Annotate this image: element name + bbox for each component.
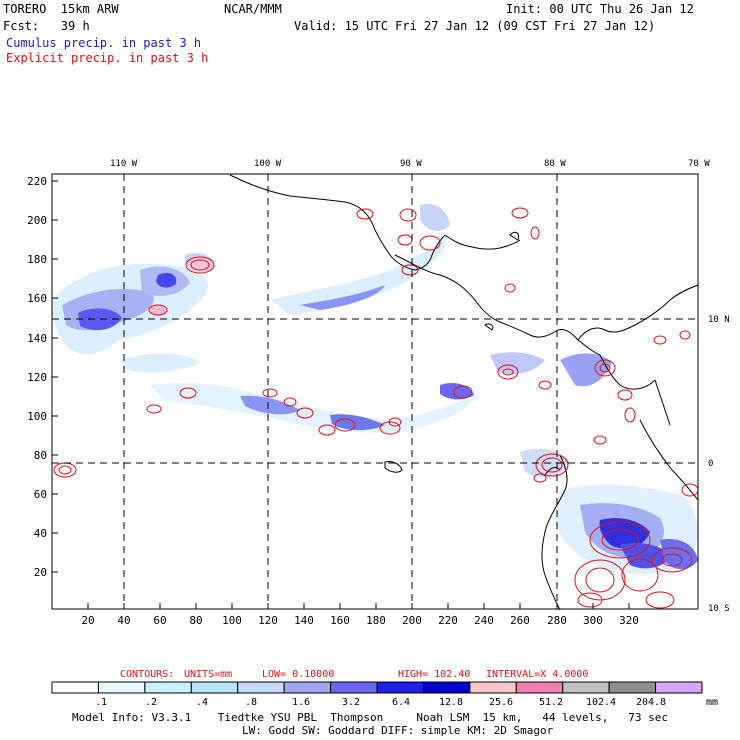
contour-units: UNITS=mm — [184, 669, 232, 680]
colorbar-label: 51.2 — [539, 697, 563, 708]
init-time: Init: 00 UTC Thu 26 Jan 12 — [506, 2, 694, 16]
colorbar-cell — [237, 681, 285, 694]
y-label: 140 — [27, 332, 47, 345]
forecast-hour: Fcst: 39 h — [3, 19, 90, 33]
model-info-line1: Model Info: V3.3.1 Tiedtke YSU PBL Thomp… — [72, 711, 669, 724]
lon-label: 80 W — [544, 159, 566, 169]
y-label: 220 — [27, 175, 47, 188]
colorbar-label: 204.8 — [636, 697, 666, 708]
graticule — [52, 174, 698, 609]
model-info-line2: LW: Godd SW: Goddard DIFF: simple KM: 2D… — [242, 724, 554, 737]
colorbar-cell — [97, 681, 146, 694]
colorbar-cell — [655, 681, 703, 694]
colorbar-label: .4 — [196, 697, 208, 708]
colorbar-cell — [469, 681, 517, 694]
x-label: 160 — [330, 614, 350, 627]
x-label: 180 — [366, 614, 386, 627]
y-label: 160 — [27, 292, 47, 305]
colorbar: .1 .2 .4 .8 1.6 3.2 6.4 12.8 25.6 51.2 1… — [51, 681, 718, 708]
colorbar-cell — [608, 681, 657, 694]
y-label: 60 — [34, 488, 47, 501]
valid-time: Valid: 15 UTC Fri 27 Jan 12 (09 CST Fri … — [294, 19, 656, 33]
y-label: 80 — [34, 449, 47, 462]
colorbar-cell — [562, 681, 610, 694]
colorbar-cell — [376, 681, 424, 694]
colorbar-label: 6.4 — [392, 697, 410, 708]
colorbar-cell — [283, 681, 332, 694]
x-grid-labels: 20 40 60 80 100 120 140 160 180 200 220 … — [81, 614, 639, 627]
x-label: 240 — [474, 614, 494, 627]
x-label: 60 — [153, 614, 166, 627]
colorbar-cell — [51, 681, 99, 694]
colorbar-label: 102.4 — [586, 697, 616, 708]
lat-label: 10 S — [708, 604, 730, 614]
lon-label: 100 W — [254, 159, 282, 169]
x-label: 280 — [547, 614, 567, 627]
x-label: 20 — [81, 614, 94, 627]
y-label: 20 — [34, 566, 47, 579]
x-label: 120 — [258, 614, 278, 627]
colorbar-cell — [422, 681, 471, 694]
field-explicit-title: Explicit precip. in past 3 h — [6, 51, 209, 65]
y-label: 100 — [27, 410, 47, 423]
colorbar-units: mm — [706, 697, 718, 708]
y-label: 200 — [27, 214, 47, 227]
cumulus-precip-shading — [51, 203, 698, 575]
x-label: 200 — [402, 614, 422, 627]
colorbar-cells — [51, 681, 703, 694]
lat-label: 0 — [708, 459, 713, 469]
explicit-precip-contours — [53, 207, 699, 609]
model-name: TORERO 15km ARW — [3, 2, 119, 16]
colorbar-label: .1 — [95, 697, 107, 708]
bottom-ticks — [87, 603, 630, 609]
x-label: 320 — [619, 614, 639, 627]
colorbar-cell — [190, 681, 239, 694]
coastlines — [229, 174, 699, 611]
lon-label: 90 W — [400, 159, 422, 169]
field-cumulus-title: Cumulus precip. in past 3 h — [6, 36, 202, 50]
contour-interval: INTERVAL=X 4.0000 — [486, 669, 588, 680]
lat-label: 10 N — [708, 315, 730, 325]
organization: NCAR/MMM — [224, 2, 282, 16]
x-label: 100 — [222, 614, 242, 627]
contour-prefix: CONTOURS: — [120, 669, 174, 680]
x-label: 40 — [117, 614, 130, 627]
contour-info: CONTOURS: UNITS=mm LOW= 0.10000 HIGH= 10… — [120, 669, 588, 680]
colorbar-cell — [330, 681, 378, 694]
right-lat-labels: 10 N 0 10 S — [708, 315, 730, 614]
x-label: 140 — [294, 614, 314, 627]
y-label: 40 — [34, 527, 47, 540]
lon-label: 70 W — [688, 159, 710, 169]
colorbar-cell — [515, 681, 564, 694]
colorbar-labels: .1 .2 .4 .8 1.6 3.2 6.4 12.8 25.6 51.2 1… — [95, 697, 666, 708]
colorbar-label: 3.2 — [342, 697, 360, 708]
left-ticks — [52, 180, 58, 573]
colorbar-label: 1.6 — [292, 697, 310, 708]
colorbar-cell — [144, 681, 192, 694]
colorbar-label: 12.8 — [439, 697, 463, 708]
y-label: 180 — [27, 253, 47, 266]
lon-label: 110 W — [110, 159, 138, 169]
x-label: 300 — [583, 614, 603, 627]
contour-low: LOW= 0.10000 — [262, 669, 334, 680]
x-label: 260 — [510, 614, 530, 627]
x-label: 220 — [438, 614, 458, 627]
contour-high: HIGH= 102.40 — [398, 669, 470, 680]
x-label: 80 — [189, 614, 202, 627]
colorbar-label: 25.6 — [489, 697, 513, 708]
y-label: 120 — [27, 371, 47, 384]
colorbar-label: .2 — [145, 697, 157, 708]
colorbar-label: .8 — [245, 697, 257, 708]
top-lon-labels: 110 W 100 W 90 W 80 W 70 W — [110, 159, 710, 169]
y-grid-labels: 220 200 180 160 140 120 100 80 60 40 20 — [27, 175, 47, 579]
map-frame — [51, 173, 699, 610]
